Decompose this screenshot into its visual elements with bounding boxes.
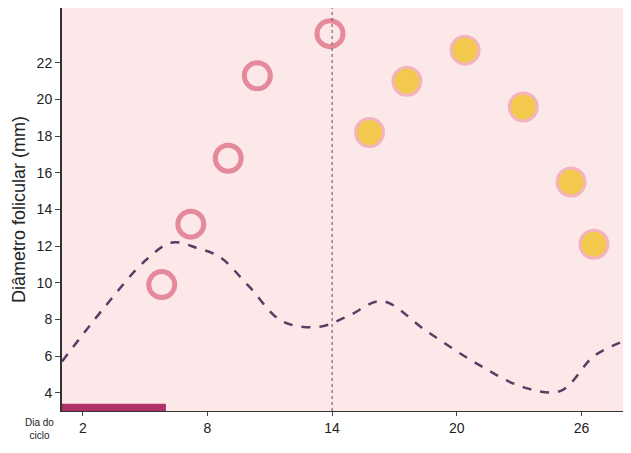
svg-text:14: 14 <box>324 420 340 436</box>
svg-text:10: 10 <box>37 275 53 291</box>
svg-text:20: 20 <box>37 91 53 107</box>
svg-text:12: 12 <box>37 238 53 254</box>
svg-text:6: 6 <box>44 348 52 364</box>
svg-text:8: 8 <box>204 420 212 436</box>
svg-text:8: 8 <box>44 311 52 327</box>
svg-text:2: 2 <box>79 420 87 436</box>
svg-text:26: 26 <box>574 420 590 436</box>
svg-text:18: 18 <box>37 128 53 144</box>
svg-text:22: 22 <box>37 55 53 71</box>
svg-text:Dia dociclo: Dia dociclo <box>25 417 54 441</box>
svg-text:14: 14 <box>37 201 53 217</box>
svg-text:4: 4 <box>44 385 52 401</box>
svg-text:20: 20 <box>449 420 465 436</box>
svg-text:16: 16 <box>37 165 53 181</box>
svg-text:Diâmetro folicular (mm): Diâmetro folicular (mm) <box>9 116 29 303</box>
